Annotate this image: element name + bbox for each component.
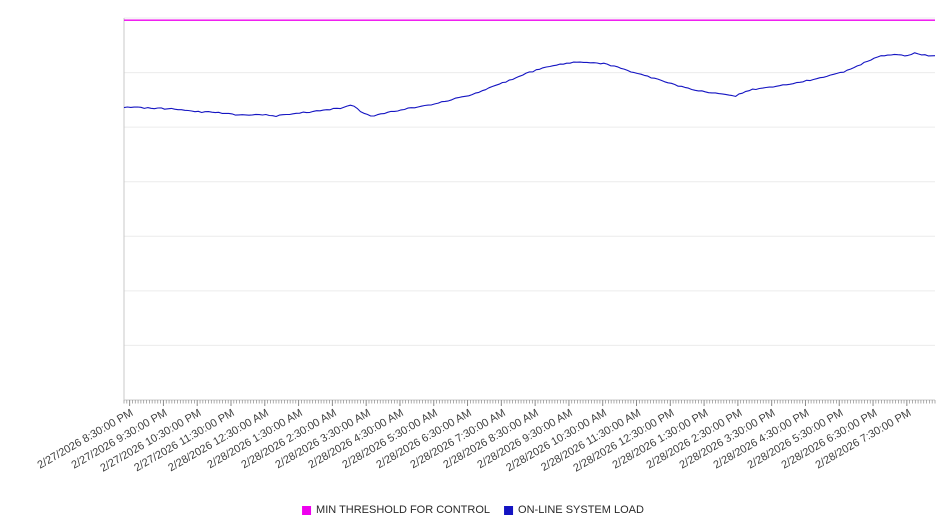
threshold-swatch [302, 505, 312, 515]
load-swatch [504, 505, 514, 515]
legend-item-threshold: MIN THRESHOLD FOR CONTROL [302, 504, 490, 516]
legend-label-threshold: MIN THRESHOLD FOR CONTROL [316, 504, 491, 516]
load-line [123, 52, 936, 118]
legend: MIN THRESHOLD FOR CONTROL ON-LINE SYSTEM… [302, 504, 644, 516]
legend-item-load: ON-LINE SYSTEM LOAD [504, 504, 644, 516]
legend-label-load: ON-LINE SYSTEM LOAD [518, 504, 644, 516]
